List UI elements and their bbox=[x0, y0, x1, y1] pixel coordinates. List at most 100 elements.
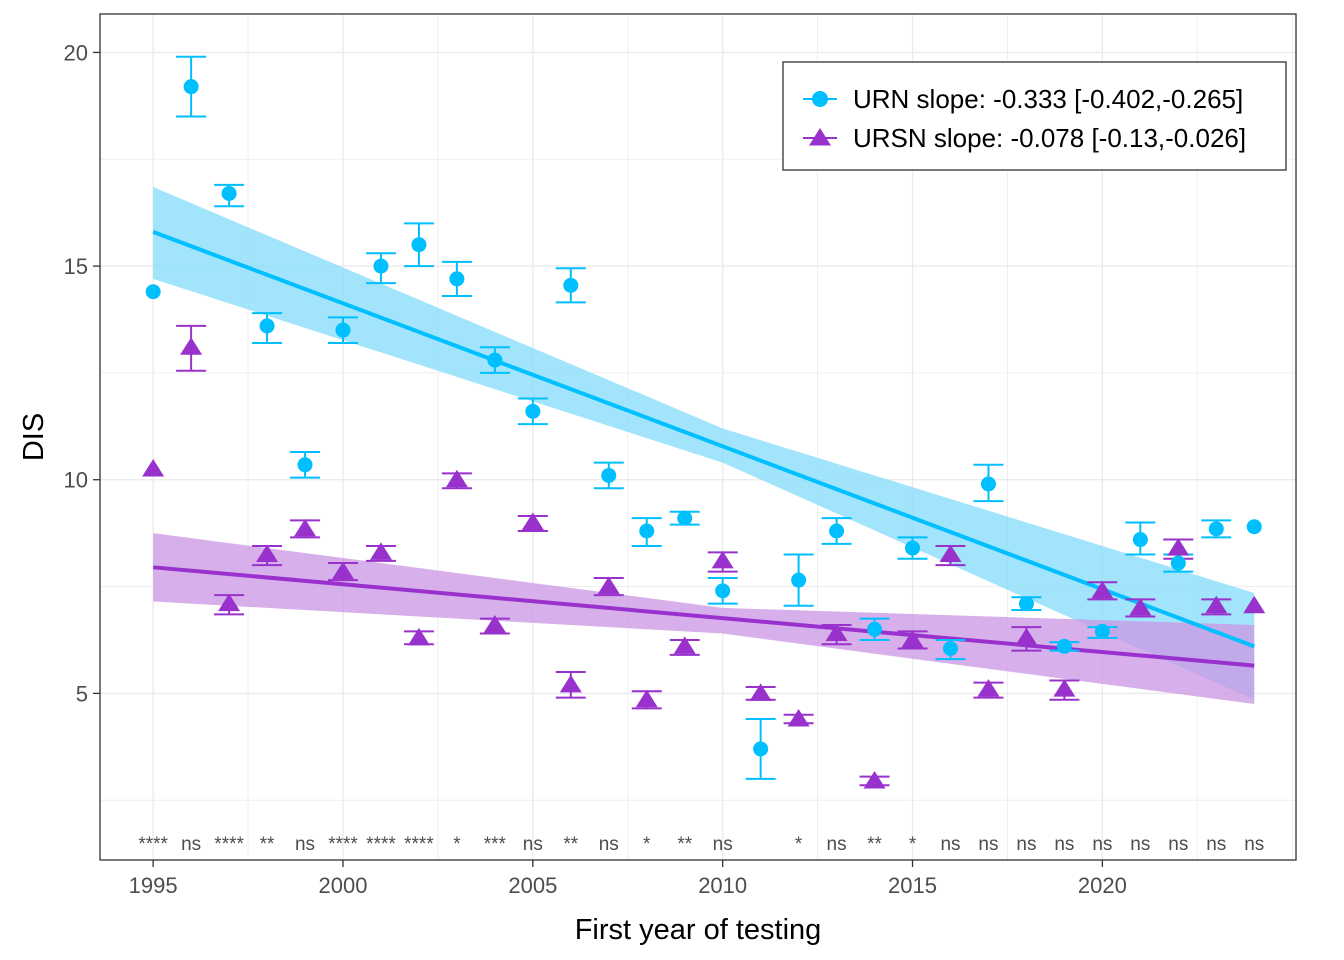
significance-label: ns bbox=[599, 834, 619, 855]
point-layer bbox=[142, 79, 1266, 789]
data-point-circle bbox=[487, 352, 503, 368]
significance-label: ** bbox=[563, 834, 578, 855]
data-point-triangle bbox=[825, 623, 848, 642]
significance-label: **** bbox=[214, 834, 244, 855]
data-point-triangle bbox=[1015, 627, 1038, 646]
y-tick-label: 20 bbox=[64, 40, 88, 65]
data-point-triangle bbox=[673, 636, 696, 654]
significance-label: ns bbox=[713, 834, 733, 855]
trend-line-0 bbox=[152, 230, 1255, 649]
data-point-triangle bbox=[711, 550, 734, 569]
data-point-circle bbox=[1056, 638, 1072, 654]
data-point-triangle bbox=[294, 518, 317, 537]
significance-label: ns bbox=[940, 834, 960, 855]
data-point-circle bbox=[980, 476, 996, 492]
significance-label: ns bbox=[827, 834, 847, 855]
data-point-circle bbox=[601, 467, 617, 483]
significance-label: ** bbox=[677, 834, 692, 855]
legend-key-triangle bbox=[809, 128, 831, 146]
data-point-triangle bbox=[901, 629, 924, 648]
data-point-triangle bbox=[1091, 580, 1114, 599]
legend-item: URSN slope: -0.078 [-0.13,-0.026] bbox=[803, 123, 1246, 153]
data-point-circle bbox=[525, 403, 541, 419]
y-tick-label: 5 bbox=[76, 681, 88, 706]
data-point-triangle bbox=[407, 627, 430, 646]
data-point-circle bbox=[753, 741, 769, 757]
significance-label: *** bbox=[484, 834, 507, 855]
data-point-triangle bbox=[1129, 597, 1152, 616]
data-point-circle bbox=[829, 523, 845, 539]
significance-label: ns bbox=[1130, 834, 1150, 855]
axis-layer: 1995 2000 2005 2010 2015 2020 5 10 15 20 bbox=[64, 40, 1127, 898]
data-point-circle bbox=[411, 237, 427, 253]
significance-label: * bbox=[909, 834, 917, 855]
data-point-triangle bbox=[331, 561, 354, 580]
data-point-triangle bbox=[445, 469, 468, 488]
significance-label: ns bbox=[1168, 834, 1188, 855]
data-point-circle bbox=[715, 583, 731, 599]
significance-label: ns bbox=[523, 834, 543, 855]
data-point-circle bbox=[449, 271, 465, 287]
legend-items: URN slope: -0.333 [-0.402,-0.265] URSN sl… bbox=[803, 84, 1246, 153]
data-point-circle bbox=[639, 523, 655, 539]
band-layer bbox=[153, 187, 1255, 705]
data-point-circle bbox=[1208, 521, 1224, 537]
data-point-triangle bbox=[256, 544, 279, 562]
legend-key-circle bbox=[812, 91, 828, 107]
data-point-triangle bbox=[521, 512, 544, 530]
data-point-triangle bbox=[1243, 595, 1266, 614]
significance-label: ns bbox=[1244, 834, 1264, 855]
data-point-triangle bbox=[863, 770, 886, 789]
data-point-triangle bbox=[559, 674, 582, 693]
significance-label: ns bbox=[978, 834, 998, 855]
data-point-triangle bbox=[483, 615, 506, 633]
data-point-circle bbox=[791, 572, 807, 588]
y-tick-label: 15 bbox=[64, 254, 88, 279]
data-point-circle bbox=[1132, 532, 1148, 548]
significance-label: ** bbox=[260, 834, 275, 855]
legend-label: URN slope: -0.333 [-0.402,-0.265] bbox=[853, 84, 1243, 114]
data-point-triangle bbox=[749, 683, 772, 701]
data-point-triangle bbox=[597, 576, 620, 595]
data-point-circle bbox=[1018, 596, 1034, 612]
significance-label: ns bbox=[1016, 834, 1036, 855]
significance-label: * bbox=[795, 834, 803, 855]
y-tick-label: 10 bbox=[64, 468, 88, 493]
data-point-triangle bbox=[1167, 538, 1190, 556]
x-tick-label: 2005 bbox=[508, 873, 557, 898]
x-tick-label: 2000 bbox=[319, 873, 368, 898]
data-point-triangle bbox=[977, 679, 1000, 697]
data-point-circle bbox=[867, 621, 883, 637]
significance-label: * bbox=[643, 834, 651, 855]
significance-label: **** bbox=[404, 834, 434, 855]
data-point-triangle bbox=[787, 709, 810, 727]
confidence-band-1 bbox=[153, 533, 1255, 705]
data-point-circle bbox=[677, 510, 693, 526]
x-axis-title: First year of testing bbox=[575, 914, 822, 946]
significance-label: ns bbox=[1206, 834, 1226, 855]
data-point-triangle bbox=[1053, 679, 1076, 697]
x-tick-label: 1995 bbox=[129, 873, 178, 898]
data-point-triangle bbox=[1205, 595, 1228, 614]
significance-label: ns bbox=[181, 834, 201, 855]
significance-label: ns bbox=[1092, 834, 1112, 855]
data-point-triangle bbox=[635, 689, 658, 708]
x-tick-label: 2010 bbox=[698, 873, 747, 898]
data-point-triangle bbox=[939, 544, 962, 562]
y-axis-title: DIS bbox=[18, 413, 50, 461]
data-point-circle bbox=[563, 277, 579, 293]
significance-label: * bbox=[453, 834, 461, 855]
data-point-circle bbox=[942, 641, 958, 656]
data-point-circle bbox=[335, 322, 351, 338]
data-point-triangle bbox=[218, 593, 241, 612]
data-point-circle bbox=[373, 258, 389, 274]
data-point-circle bbox=[905, 540, 921, 556]
data-point-circle bbox=[1094, 623, 1110, 639]
significance-label: **** bbox=[366, 834, 396, 855]
legend-item: URN slope: -0.333 [-0.402,-0.265] bbox=[803, 84, 1243, 114]
data-point-circle bbox=[145, 284, 161, 300]
significance-label: **** bbox=[328, 834, 358, 855]
data-point-circle bbox=[183, 79, 199, 95]
